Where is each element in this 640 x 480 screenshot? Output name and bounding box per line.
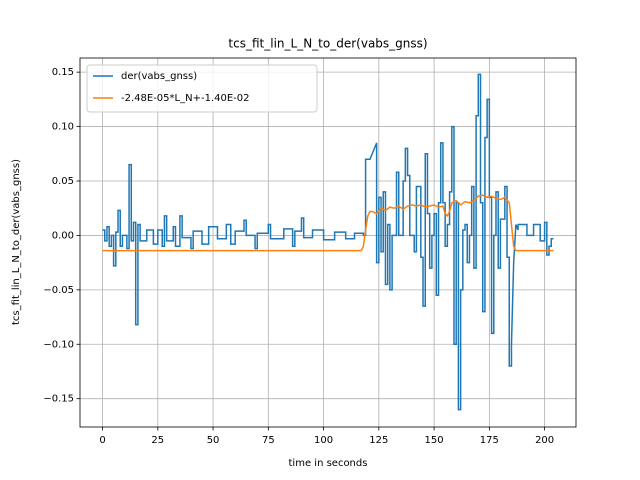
y-tick-label: −0.15	[43, 394, 74, 405]
x-tick-label: 150	[425, 435, 444, 446]
y-tick-label: 0.15	[52, 67, 74, 78]
legend-label: der(vabs_gnss)	[121, 71, 197, 82]
x-tick-label: 25	[151, 435, 164, 446]
x-tick-label: 75	[262, 435, 275, 446]
series-line	[102, 73, 554, 411]
y-tick-label: 0.05	[52, 176, 74, 187]
x-tick-label: 0	[99, 435, 105, 446]
legend-box	[86, 64, 318, 113]
x-tick-label: 125	[369, 435, 388, 446]
chart-title: tcs_fit_lin_L_N_to_der(vabs_gnss)	[228, 37, 427, 51]
x-tick-label: 175	[480, 435, 499, 446]
x-tick-label: 100	[314, 435, 333, 446]
y-tick-label: 0.00	[52, 230, 74, 241]
series-line	[102, 194, 554, 252]
y-tick-label: −0.10	[43, 339, 74, 350]
legend-label: -2.48E-05*L_N+-1.40E-02	[121, 93, 249, 104]
y-tick-label: 0.10	[52, 122, 74, 133]
y-tick-label: −0.05	[43, 285, 74, 296]
x-tick-label: 200	[535, 435, 554, 446]
x-tick-label: 50	[207, 435, 220, 446]
y-axis-label: tcs_fit_lin_L_N_to_der(vabs_gnss)	[11, 159, 22, 325]
plot-frame	[79, 57, 577, 428]
x-axis-label: time in seconds	[289, 458, 368, 469]
